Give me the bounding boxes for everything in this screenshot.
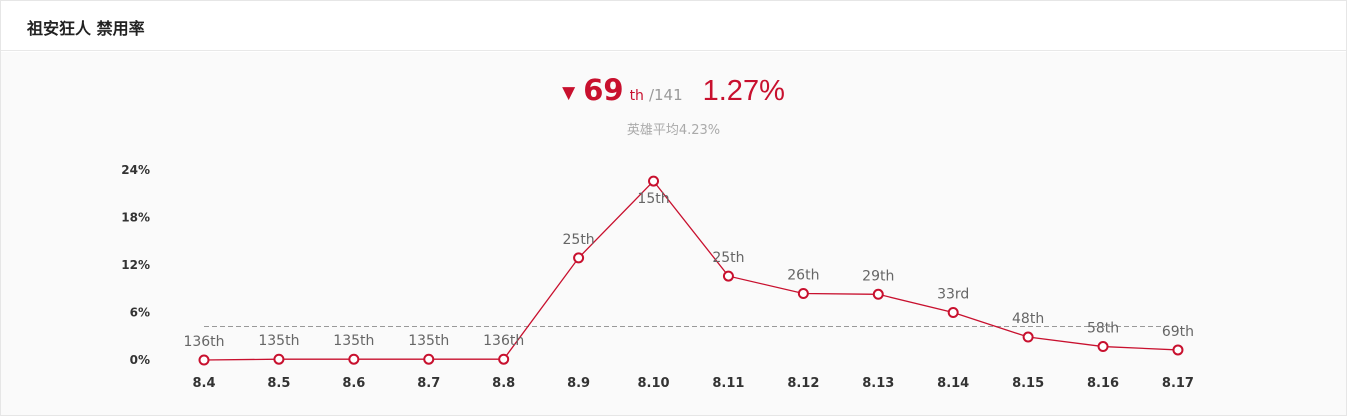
rank-label: 58th xyxy=(1087,321,1119,337)
data-point xyxy=(273,353,285,365)
rank-label: 135th xyxy=(333,333,374,349)
x-tick-label: 8.13 xyxy=(862,376,894,391)
data-point xyxy=(198,354,210,366)
y-tick-label: 24% xyxy=(121,163,150,177)
ban-rate-line-chart: 0% 6% 12% 18% 24% 8.4 8.5 8.6 8.7 8.8 8.9 8.10 8.11 8… xyxy=(121,163,1194,391)
x-tick-label: 8.9 xyxy=(567,376,590,391)
rank-label: 69th xyxy=(1162,324,1194,340)
x-tick-label: 8.7 xyxy=(417,376,440,391)
data-point xyxy=(722,270,734,282)
rank-total: /141 xyxy=(648,86,683,104)
rank-label: 136th xyxy=(183,334,224,350)
data-point xyxy=(1022,331,1034,343)
data-point xyxy=(573,252,585,264)
rank-label: 135th xyxy=(258,333,299,349)
series-line xyxy=(203,180,1178,361)
x-tick-label: 8.16 xyxy=(1087,376,1119,391)
rank-label: 29th xyxy=(862,268,894,284)
panel-header: 祖安狂人 禁用率 xyxy=(1,1,1346,51)
data-point xyxy=(648,175,660,187)
x-tick-label: 8.17 xyxy=(1162,376,1194,391)
rank-label: 33rd xyxy=(937,287,969,303)
down-triangle-icon: ▼ xyxy=(562,83,576,103)
data-point xyxy=(797,288,809,299)
data-point xyxy=(947,307,959,318)
panel-title: 祖安狂人 禁用率 xyxy=(27,19,145,38)
y-tick-label: 6% xyxy=(130,306,150,320)
data-point xyxy=(1097,341,1109,353)
panel-body: ▼ 69 th /141 1.27% 英雄平均4.23% xyxy=(1,52,1346,415)
x-tick-label: 8.12 xyxy=(787,376,819,391)
rank-label: 25th xyxy=(712,250,744,266)
rank-label: 25th xyxy=(563,232,595,248)
x-tick-label: 8.6 xyxy=(342,376,365,391)
rank-label: 135th xyxy=(408,333,449,349)
y-tick-label: 12% xyxy=(121,258,150,272)
rank-label: 26th xyxy=(787,268,819,284)
x-tick-label: 8.11 xyxy=(712,376,744,391)
data-point xyxy=(498,353,510,365)
data-point xyxy=(872,288,884,300)
x-tick-label: 8.14 xyxy=(937,376,969,391)
data-point xyxy=(423,353,435,365)
x-tick-label: 8.10 xyxy=(637,376,669,391)
x-tick-label: 8.8 xyxy=(492,376,515,391)
ban-rate-value: 1.27% xyxy=(702,75,785,107)
rank-number: 69 xyxy=(583,73,624,107)
x-tick-label: 8.15 xyxy=(1012,376,1044,391)
rank-label: 136th xyxy=(483,333,524,349)
y-tick-label: 18% xyxy=(121,211,150,225)
hero-average-label: 英雄平均4.23% xyxy=(626,123,721,138)
data-point xyxy=(348,353,360,365)
rank-summary: ▼ 69 th /141 1.27% xyxy=(1,73,1346,113)
x-tick-label: 8.5 xyxy=(267,376,290,391)
rank-label: 48th xyxy=(1012,311,1044,327)
data-point xyxy=(1172,344,1184,356)
y-tick-label: 0% xyxy=(130,353,150,367)
rank-label: 15th xyxy=(637,191,669,207)
rank-suffix: th xyxy=(629,88,644,104)
x-tick-label: 8.4 xyxy=(192,376,215,391)
